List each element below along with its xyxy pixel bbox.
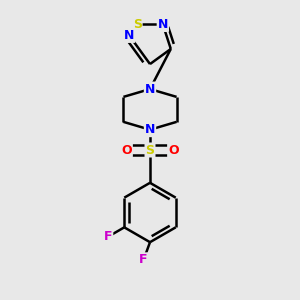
Text: S: S: [146, 143, 154, 157]
Text: S: S: [133, 18, 142, 31]
Text: O: O: [121, 143, 132, 157]
Text: N: N: [158, 18, 168, 31]
Text: N: N: [145, 123, 155, 136]
Text: O: O: [168, 143, 179, 157]
Text: F: F: [139, 253, 148, 266]
Text: N: N: [145, 82, 155, 96]
Text: N: N: [124, 29, 134, 42]
Text: F: F: [104, 230, 112, 243]
